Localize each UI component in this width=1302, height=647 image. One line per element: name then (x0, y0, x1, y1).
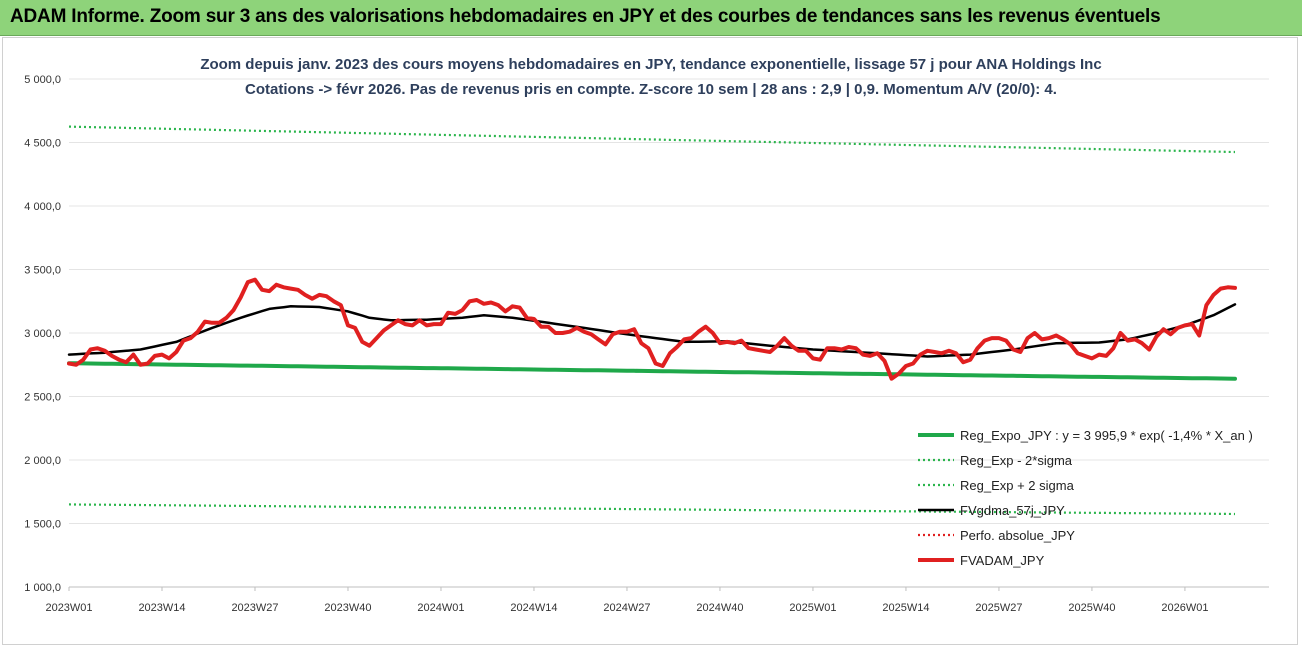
y-tick-label: 3 500,0 (24, 265, 61, 277)
x-tick-label: 2024W27 (603, 602, 650, 614)
chart-legend: Reg_Expo_JPY : y = 3 995,9 * exp( -1,4% … (918, 428, 1253, 568)
x-tick-label: 2024W01 (417, 602, 464, 614)
x-tick-label: 2025W27 (975, 602, 1022, 614)
y-tick-label: 2 000,0 (24, 455, 61, 467)
y-tick-label: 4 000,0 (24, 201, 61, 213)
fvgdma-57j-line (67, 303, 1237, 358)
legend-label-reg-expo-line: Reg_Expo_JPY : y = 3 995,9 * exp( -1,4% … (960, 428, 1253, 443)
y-tick-label: 1 500,0 (24, 519, 61, 531)
y-tick-label: 4 500,0 (24, 138, 61, 150)
reg-exp-plus-2sigma-line (68, 125, 1236, 154)
x-tick-label: 2023W27 (231, 602, 278, 614)
y-tick-label: 3 000,0 (24, 328, 61, 340)
report-banner: ADAM Informe. Zoom sur 3 ans des valoris… (0, 0, 1302, 36)
chart-title-line1: Zoom depuis janv. 2023 des cours moyens … (200, 56, 1101, 73)
y-axis-ticks: 1 000,0 1 500,0 2 000,0 2 500,0 3 000,0 3 500… (24, 74, 61, 594)
chart-title-line2: Cotations -> févr 2026. Pas de revenus p… (245, 81, 1057, 98)
x-tick-label: 2025W01 (789, 602, 836, 614)
legend-label-perfo-absolue-line: Perfo. absolue_JPY (960, 528, 1075, 543)
x-tick-label: 2025W14 (882, 602, 929, 614)
reg-expo-line (67, 361, 1237, 381)
x-tick-label: 2025W40 (1068, 602, 1115, 614)
series-lines (67, 125, 1237, 516)
reg-exp-minus-2sigma-line (68, 503, 1236, 516)
legend-label-fvgdma-57j-line: FVgdma_57j_JPY (960, 503, 1065, 518)
y-gridlines (69, 78, 1269, 588)
legend-label-fvadam-line: FVADAM_JPY (960, 553, 1045, 568)
x-tick-label: 2026W01 (1161, 602, 1208, 614)
x-tick-label: 2024W40 (696, 602, 743, 614)
y-tick-label: 1 000,0 (24, 582, 61, 594)
fvadam-line (67, 277, 1237, 381)
legend-label-reg-exp-plus-2sigma-line: Reg_Exp + 2 sigma (960, 478, 1075, 493)
x-tick-label: 2023W14 (138, 602, 185, 614)
chart-frame: Zoom depuis janv. 2023 des cours moyens … (2, 37, 1298, 645)
valuation-line-chart: Zoom depuis janv. 2023 des cours moyens … (24, 56, 1269, 614)
report-title: ADAM Informe. Zoom sur 3 ans des valoris… (10, 6, 1161, 27)
y-tick-label: 2 500,0 (24, 392, 61, 404)
x-tick-label: 2024W14 (510, 602, 557, 614)
x-tick-label: 2023W40 (324, 602, 371, 614)
x-axis-ticks: 2023W01 2023W14 2023W27 2023W40 2024W01 2024W… (45, 587, 1208, 614)
x-tick-label: 2023W01 (45, 602, 92, 614)
y-tick-label: 5 000,0 (24, 74, 61, 86)
legend-label-reg-exp-minus-2sigma-line: Reg_Exp - 2*sigma (960, 453, 1073, 468)
